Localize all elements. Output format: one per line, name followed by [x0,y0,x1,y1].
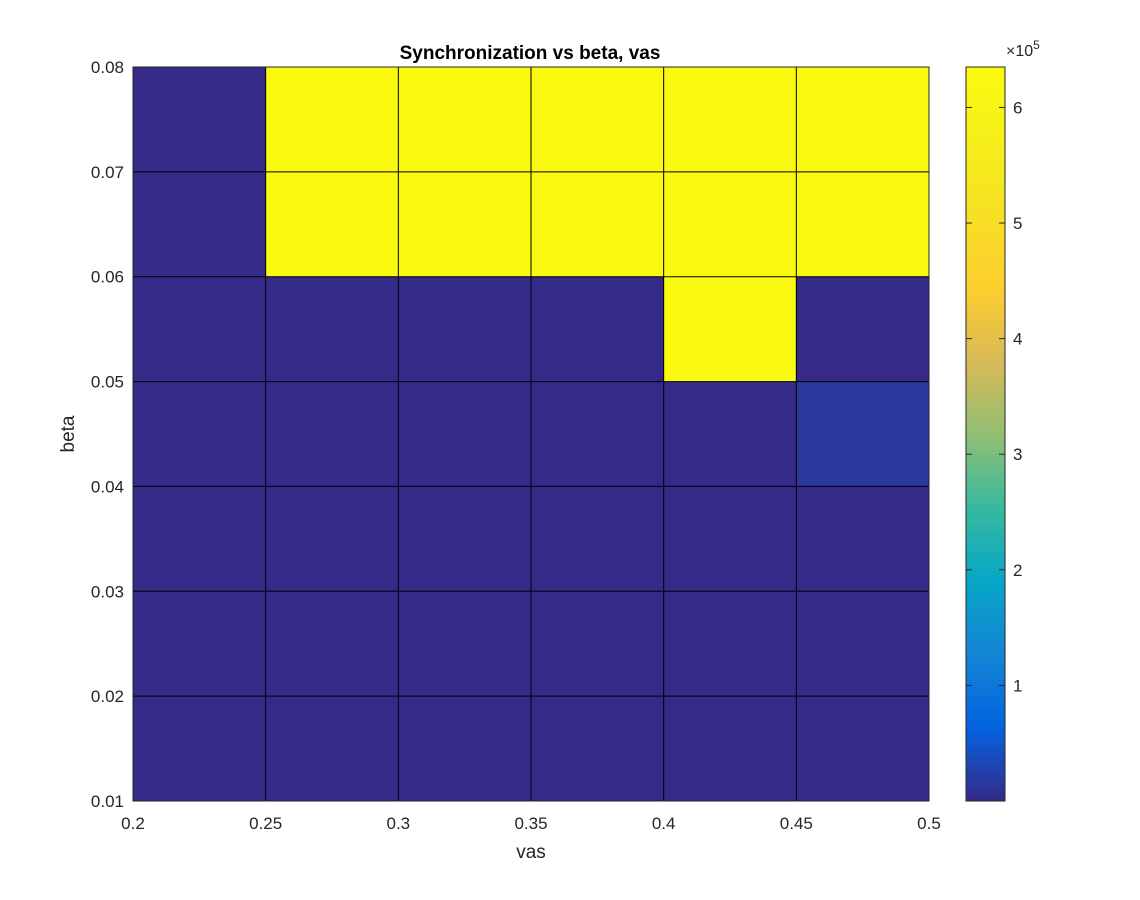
heatmap-cell [398,591,531,697]
y-axis-label: beta [58,415,79,452]
heatmap-cell [265,67,399,172]
colorbar-tick-label: 1 [1013,676,1022,695]
colorbar-tick-label: 5 [1013,214,1022,233]
heatmap-cell [265,591,399,697]
colorbar-exponent: ×105 [1006,38,1040,60]
y-tick-label: 0.05 [91,373,124,392]
y-tick-label: 0.08 [91,58,124,77]
heatmap-cell [133,171,266,277]
heatmap-cell [531,696,664,801]
heatmap-cell [663,171,797,277]
heatmap-cell [796,67,929,172]
plot-area-border [132,66,930,802]
colorbar-tick-label: 6 [1013,98,1022,117]
heatmap-cell [663,67,797,172]
heatmap-cell [265,171,399,277]
heatmap-cell [796,486,929,592]
colorbar-gradient [965,66,1006,802]
heatmap-cell [398,276,531,382]
x-axis-label: vas [516,842,546,863]
heatmap-cell [398,381,531,487]
heatmap-cell [133,591,266,697]
y-tick-label: 0.06 [91,268,124,287]
x-axis: 0.2 0.25 0.3 0.35 0.4 0.45 0.5 [121,814,941,833]
heatmap-cell [796,171,929,277]
heatmap-cell [663,381,797,487]
heatmap-cell [265,381,399,487]
heatmap-cell [398,486,531,592]
colorbar-exponent-base: ×10 [1006,43,1033,60]
heatmap-cell [796,276,929,382]
heatmap-cell [663,276,797,382]
x-tick-label: 0.35 [514,814,547,833]
x-tick-label: 0.2 [121,814,145,833]
colorbar-exponent-power: 5 [1033,38,1040,52]
heatmap-cell [796,591,929,697]
y-tick-label: 0.01 [91,792,124,811]
y-tick-label: 0.03 [91,582,124,601]
heatmap-cell [133,486,266,592]
heatmap-cell [663,486,797,592]
chart-title: Synchronization vs beta, vas [400,43,661,64]
heatmap-cell [398,67,531,172]
colorbar-tick-label: 4 [1013,330,1022,349]
heatmap-cell [531,67,664,172]
heatmap-cell [663,696,797,801]
x-tick-label: 0.45 [780,814,813,833]
colorbar-tick-label: 2 [1013,561,1022,580]
x-tick-label: 0.5 [917,814,941,833]
heatmap-cell [133,276,266,382]
heatmap-cell [796,381,929,487]
x-tick-label: 0.3 [387,814,411,833]
heatmap-cell [265,276,399,382]
colorbar-ticks: 1 2 3 4 5 6 [966,98,1022,695]
x-tick-label: 0.25 [249,814,282,833]
heatmap-cell [398,696,531,801]
heatmap-cell [398,171,531,277]
heatmap-cell [265,486,399,592]
y-axis: 0.01 0.02 0.03 0.04 0.05 0.06 0.07 0.08 [91,58,124,811]
heatmap-cell [133,381,266,487]
x-tick-label: 0.4 [652,814,676,833]
y-tick-label: 0.02 [91,687,124,706]
heatmap-cell [133,67,266,172]
heatmap-cell [531,591,664,697]
heatmap-cell [663,591,797,697]
heatmap-cell [531,486,664,592]
heatmap-cell [531,171,664,277]
y-tick-label: 0.07 [91,163,124,182]
heatmap-cell [531,381,664,487]
heatmap-cell [796,696,929,801]
heatmap-cell [265,696,399,801]
colorbar-tick-label: 3 [1013,445,1022,464]
heatmap-cell [133,696,266,801]
heatmap-cell [531,276,664,382]
heatmap-cells [133,67,929,801]
y-tick-label: 0.04 [91,477,124,496]
